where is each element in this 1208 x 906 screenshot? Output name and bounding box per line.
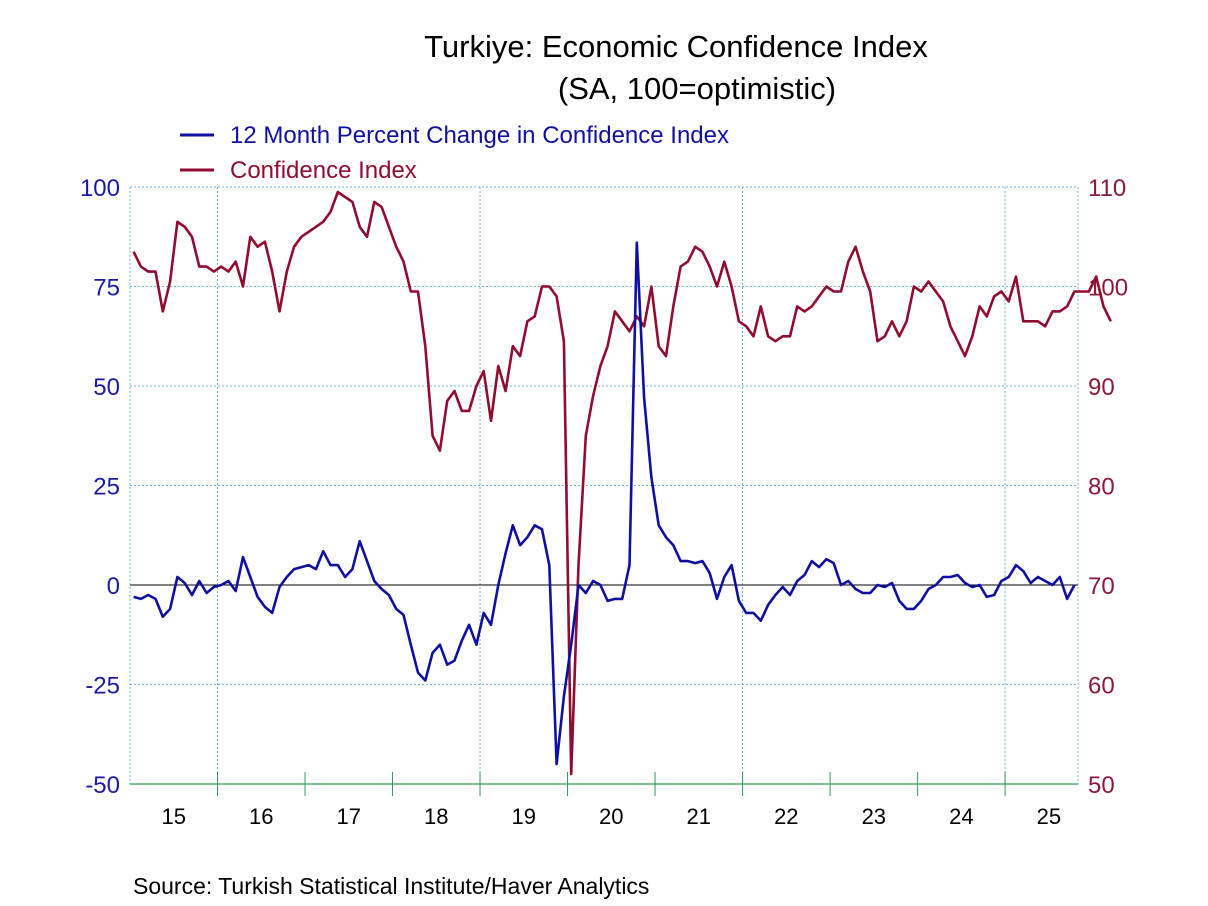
x-axis: 15 16 17 18 19 20 21 22 23 24 25	[162, 772, 1061, 829]
x-tick-label: 23	[862, 804, 886, 829]
series-line-confidence-index	[132, 190, 1112, 776]
y-right-tick-label: 60	[1088, 673, 1115, 700]
y-left-tick-label: 75	[93, 275, 120, 302]
y-axis-left: 100 75 50 25 0 -25 -50	[80, 175, 120, 799]
y-right-tick-label: 80	[1088, 474, 1115, 501]
y-right-tick-label: 90	[1088, 374, 1115, 401]
y-left-tick-label: 0	[107, 573, 120, 600]
chart-subtitle: (SA, 100=optimistic)	[558, 71, 836, 106]
legend-label-confidence: Confidence Index	[230, 157, 417, 184]
x-tick-label: 25	[1037, 804, 1061, 829]
source-note: Source: Turkish Statistical Institute/Ha…	[133, 873, 649, 899]
x-tick-label: 22	[774, 804, 798, 829]
x-tick-label: 20	[599, 804, 623, 829]
series-group	[132, 190, 1112, 776]
y-left-tick-label: -25	[85, 673, 120, 700]
x-tick-label: 24	[949, 804, 973, 829]
chart-title: Turkiye: Economic Confidence Index	[424, 29, 928, 64]
grid	[129, 186, 1079, 785]
x-tick-label: 21	[687, 804, 711, 829]
y-right-tick-label: 70	[1088, 573, 1115, 600]
x-tick-label: 18	[424, 804, 448, 829]
y-right-tick-label: 110	[1088, 175, 1126, 202]
x-tick-label: 15	[162, 804, 186, 829]
y-right-tick-label: 50	[1088, 772, 1115, 799]
y-left-tick-label: -50	[85, 772, 120, 799]
y-left-tick-label: 25	[93, 474, 120, 501]
x-tick-label: 16	[249, 804, 273, 829]
legend-label-change: 12 Month Percent Change in Confidence In…	[230, 122, 729, 149]
y-left-tick-label: 50	[93, 374, 120, 401]
x-tick-label: 19	[512, 804, 536, 829]
x-tick-label: 17	[337, 804, 361, 829]
y-left-tick-label: 100	[80, 175, 120, 202]
series-line-12-month-change	[133, 241, 1076, 766]
legend: 12 Month Percent Change in Confidence In…	[180, 122, 729, 184]
